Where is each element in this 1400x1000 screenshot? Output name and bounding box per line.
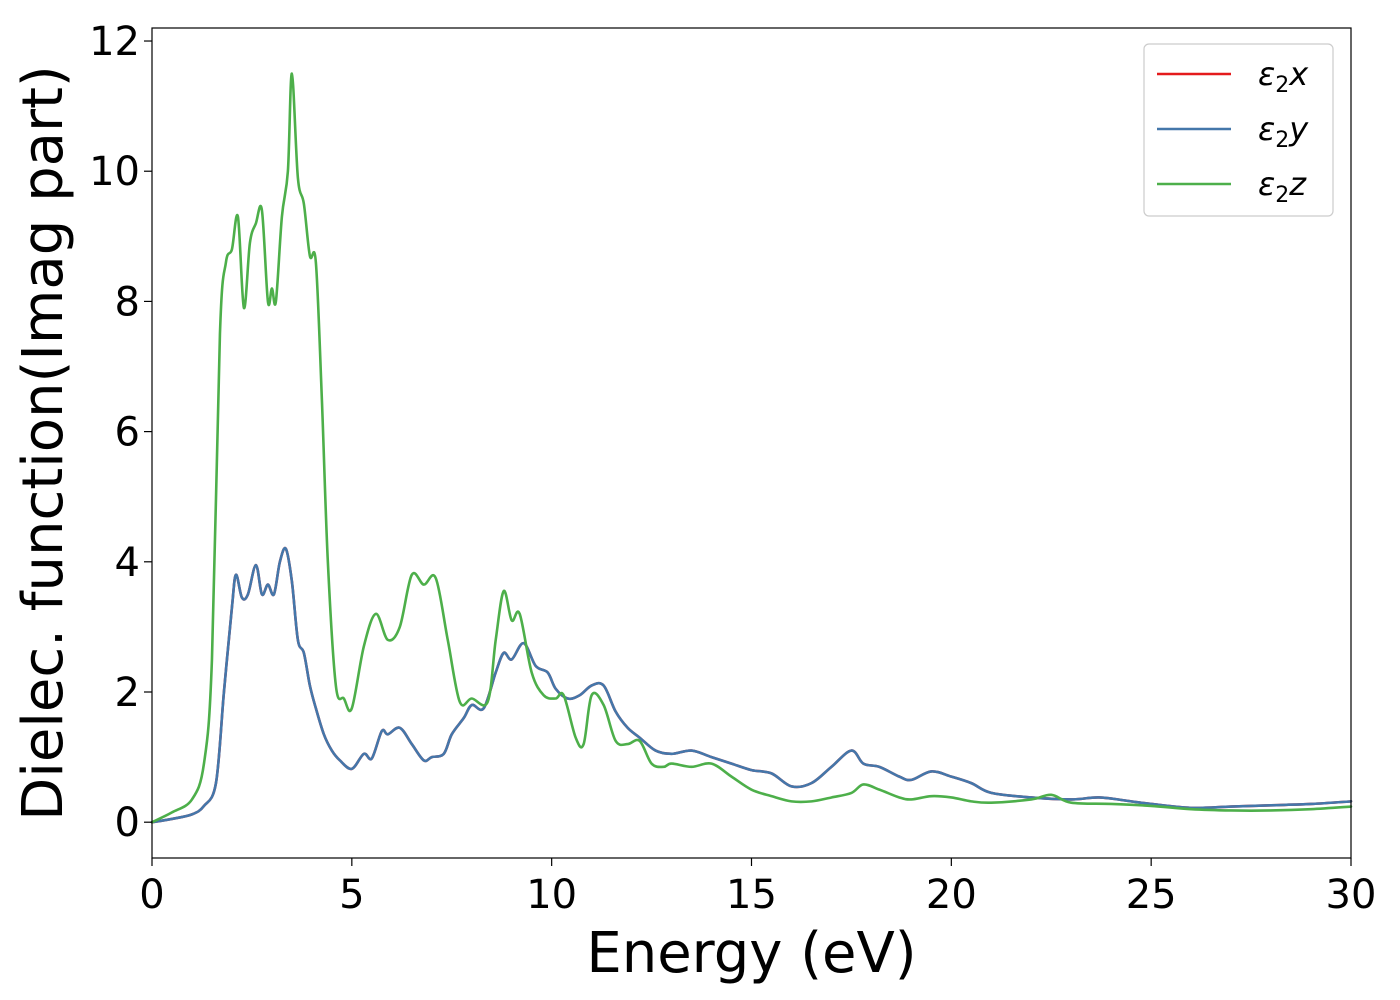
x-axis: 0 5 10 15 20 25 30 [139,858,1376,918]
x-tick-label: 10 [526,872,577,918]
legend-item-x: ε2x [1157,55,1309,98]
y-tick-label: 2 [115,670,140,716]
legend-box [1143,43,1334,217]
x-tick-label: 20 [926,872,977,918]
y-tick-label: 6 [115,410,140,456]
y-tick-label: 4 [115,540,140,586]
x-axis-label: Energy (eV) [586,921,916,986]
series-line-x [150,546,1353,824]
legend: ε2x ε2y ε2z [1143,43,1334,217]
legend-label: ε2x [1258,55,1309,98]
x-tick-label: 0 [139,872,164,918]
y-axis-label: Dielec. function(Imag part) [11,65,76,821]
series-layer [150,72,1353,824]
y-tick-label: 10 [89,149,140,195]
x-tick-label: 5 [339,872,364,918]
y-axis: 0 2 4 6 8 10 12 [89,19,152,846]
legend-label: ε2z [1258,165,1307,208]
y-tick-label: 12 [89,19,140,65]
y-tick-label: 8 [115,279,140,325]
legend-label: ε2y [1258,110,1309,153]
x-tick-label: 30 [1326,872,1377,918]
x-tick-label: 15 [726,872,777,918]
series-line-z [150,72,1353,824]
series-line-y [150,546,1353,824]
legend-item-z: ε2z [1157,165,1307,208]
y-tick-label: 0 [115,800,140,846]
legend-item-y: ε2y [1157,110,1309,153]
x-tick-label: 25 [1126,872,1177,918]
